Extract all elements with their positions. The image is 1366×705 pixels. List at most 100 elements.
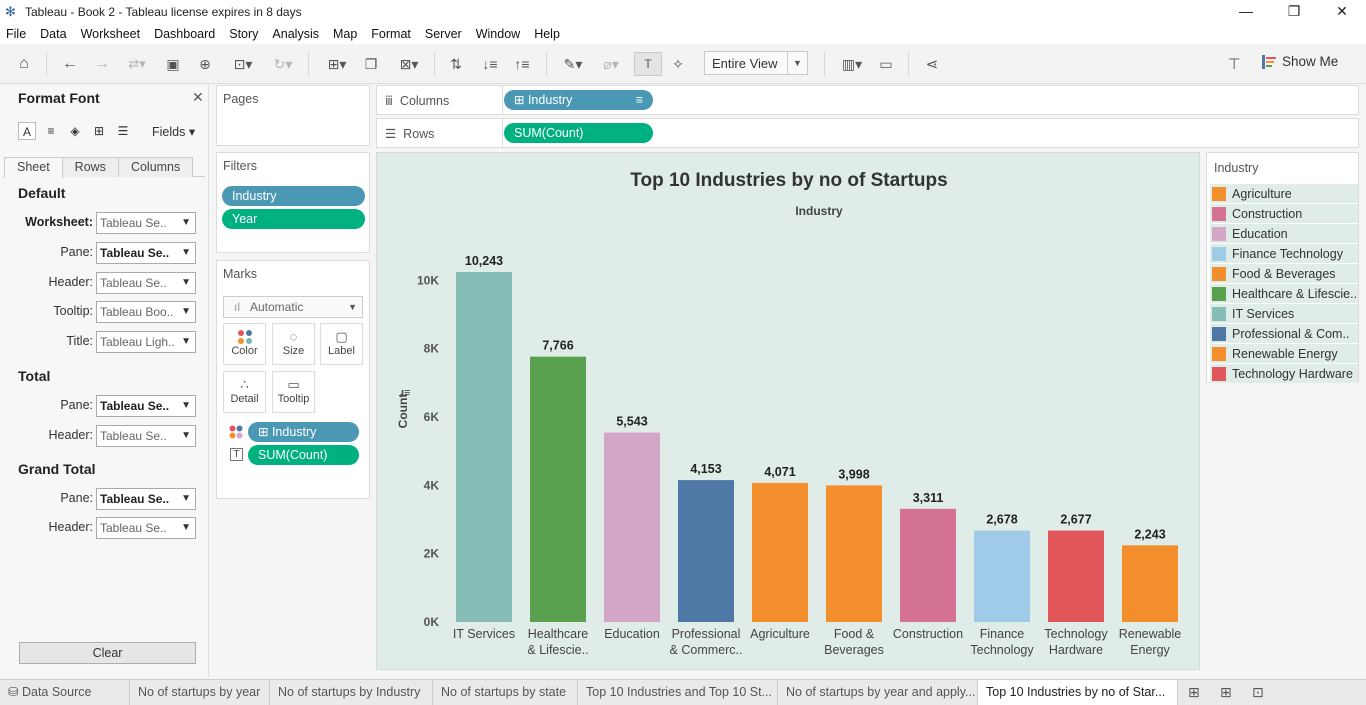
new-story-icon[interactable]: ⊡	[1252, 684, 1264, 700]
legend-item[interactable]: Healthcare & Lifescie..	[1210, 284, 1358, 303]
tab-sheet-active[interactable]: Top 10 Industries by no of Star...	[978, 680, 1178, 705]
home-icon[interactable]: ⌂	[19, 55, 29, 72]
bar[interactable]	[1122, 545, 1178, 622]
menu-file[interactable]: File	[6, 27, 27, 41]
borders-icon[interactable]: ⊞	[93, 124, 105, 138]
legend-item[interactable]: Renewable Energy	[1210, 344, 1358, 363]
restore-button[interactable]: ❐	[1287, 3, 1301, 19]
fields-dropdown[interactable]: Fields ▾	[152, 125, 196, 139]
tab-rows[interactable]: Rows	[61, 157, 119, 177]
new-worksheet-icon[interactable]: ⊞	[1188, 684, 1200, 700]
tooltip-font-select[interactable]: Tableau Boo.. ▼	[96, 301, 196, 323]
tooltip-button[interactable]: ▭ Tooltip	[272, 371, 315, 413]
total-pane-font-select[interactable]: Tableau Se.. ▼	[96, 395, 196, 417]
legend-item[interactable]: IT Services	[1210, 304, 1358, 323]
color-button[interactable]: Color	[223, 323, 266, 365]
menu-worksheet[interactable]: Worksheet	[80, 27, 141, 41]
bar[interactable]	[752, 482, 808, 622]
pause-updates-icon[interactable]: ⊡▾	[233, 55, 253, 72]
sort-descending-icon[interactable]: ↑≡	[514, 56, 530, 72]
menu-format[interactable]: Format	[371, 27, 411, 41]
show-cards-icon[interactable]: ▥▾	[841, 55, 863, 72]
legend-item[interactable]: Construction	[1210, 204, 1358, 223]
fix-axes-icon[interactable]: ✧	[672, 55, 684, 72]
x-tick-label[interactable]: IT Services	[453, 627, 515, 641]
menu-window[interactable]: Window	[475, 27, 521, 41]
mark-type-select[interactable]: ıl Automatic ▼	[223, 296, 363, 318]
total-header-font-select[interactable]: Tableau Se.. ▼	[96, 425, 196, 447]
worksheet-font-select[interactable]: Tableau Se.. ▼	[96, 212, 196, 234]
highlight-icon[interactable]: ✎▾	[563, 55, 583, 72]
bar[interactable]	[456, 272, 512, 622]
bar[interactable]	[530, 356, 586, 622]
legend-item[interactable]: Professional & Com..	[1210, 324, 1358, 343]
menu-story[interactable]: Story	[229, 27, 259, 41]
share-icon[interactable]: ⋖	[925, 56, 939, 73]
x-tick-label[interactable]: Healthcare	[528, 627, 588, 641]
bar[interactable]	[900, 508, 956, 622]
x-tick-label[interactable]: Hardware	[1049, 643, 1103, 657]
tab-sheet-4[interactable]: Top 10 Industries and Top 10 St...	[578, 680, 778, 705]
x-tick-label[interactable]: Beverages	[824, 643, 884, 657]
legend-item[interactable]: Technology Hardware	[1210, 364, 1358, 383]
x-tick-label[interactable]: Construction	[893, 627, 963, 641]
x-tick-label[interactable]: Energy	[1130, 643, 1170, 657]
x-tick-label[interactable]: Food &	[834, 627, 875, 641]
tab-columns[interactable]: Columns	[117, 157, 194, 177]
bar[interactable]	[974, 530, 1030, 622]
tab-sheet-3[interactable]: No of startups by state	[433, 680, 578, 705]
header-font-select[interactable]: Tableau Se.. ▼	[96, 272, 196, 294]
menu-map[interactable]: Map	[332, 27, 358, 41]
title-font-select[interactable]: Tableau Ligh.. ▼	[96, 331, 196, 353]
detail-button[interactable]: ∴ Detail	[223, 371, 266, 413]
show-me-button[interactable]: Show Me	[1262, 54, 1338, 69]
swap-rows-columns-icon[interactable]: ⇅	[450, 55, 462, 72]
x-tick-label[interactable]: Finance	[980, 627, 1025, 641]
minimize-button[interactable]: —	[1239, 3, 1253, 19]
save-icon[interactable]: ▣	[166, 55, 180, 72]
group-members-icon[interactable]: ⌀▾	[603, 55, 619, 72]
menu-analysis[interactable]: Analysis	[272, 27, 319, 41]
marks-pill-sum-count[interactable]: SUM(Count)	[248, 445, 359, 465]
legend-item[interactable]: Finance Technology	[1210, 244, 1358, 263]
font-icon[interactable]: A	[18, 122, 36, 140]
new-worksheet-icon[interactable]: ⊞▾	[327, 55, 347, 72]
tab-sheet[interactable]: Sheet	[4, 157, 63, 178]
pane-font-select[interactable]: Tableau Se.. ▼	[96, 242, 196, 264]
format-painter-icon[interactable]: ⊤	[1227, 56, 1241, 73]
columns-pill-industry[interactable]: ⊞ Industry ≡	[504, 90, 653, 110]
presentation-mode-icon[interactable]: ▭	[879, 55, 893, 72]
chart-view[interactable]: Top 10 Industries by no of Startups Indus…	[376, 152, 1200, 670]
redo-icon[interactable]: →	[94, 55, 110, 72]
tab-sheet-1[interactable]: No of startups by year	[130, 680, 270, 705]
size-button[interactable]: ◌ Size	[272, 323, 315, 365]
bar[interactable]	[826, 485, 882, 622]
grand-total-pane-font-select[interactable]: Tableau Se.. ▼	[96, 488, 196, 510]
alignment-icon[interactable]: ≡	[47, 124, 55, 138]
label-button[interactable]: ▢ Label	[320, 323, 363, 365]
x-tick-label[interactable]: & Commerc..	[670, 643, 743, 657]
clear-sheet-icon[interactable]: ⊠▾	[399, 55, 419, 72]
menu-help[interactable]: Help	[534, 27, 560, 41]
fit-select[interactable]: Entire View ▼	[704, 51, 808, 75]
lines-icon[interactable]: ☰	[117, 124, 129, 138]
x-tick-label[interactable]: Agriculture	[750, 627, 810, 641]
legend-item[interactable]: Food & Beverages	[1210, 264, 1358, 283]
new-dashboard-icon[interactable]: ⊞	[1220, 684, 1232, 700]
bar[interactable]	[678, 480, 734, 622]
menu-server[interactable]: Server	[424, 27, 462, 41]
shading-icon[interactable]: ◈	[70, 124, 80, 138]
x-tick-label[interactable]: & Lifescie..	[527, 643, 588, 657]
bar[interactable]	[1048, 530, 1104, 622]
x-tick-label[interactable]: Professional	[672, 627, 741, 641]
show-mark-labels-icon[interactable]: T	[634, 52, 662, 76]
x-tick-label[interactable]: Education	[604, 627, 660, 641]
tab-sheet-2[interactable]: No of startups by Industry	[270, 680, 433, 705]
x-tick-label[interactable]: Technology	[970, 643, 1034, 657]
bar[interactable]	[604, 432, 660, 622]
y-axis-sort-icon[interactable]: ı≡	[401, 387, 410, 399]
duplicate-sheet-icon[interactable]: ❐	[364, 55, 378, 72]
marks-pill-industry[interactable]: ⊞ Industry	[248, 422, 359, 442]
menu-data[interactable]: Data	[40, 27, 67, 41]
legend-item[interactable]: Education	[1210, 224, 1358, 243]
